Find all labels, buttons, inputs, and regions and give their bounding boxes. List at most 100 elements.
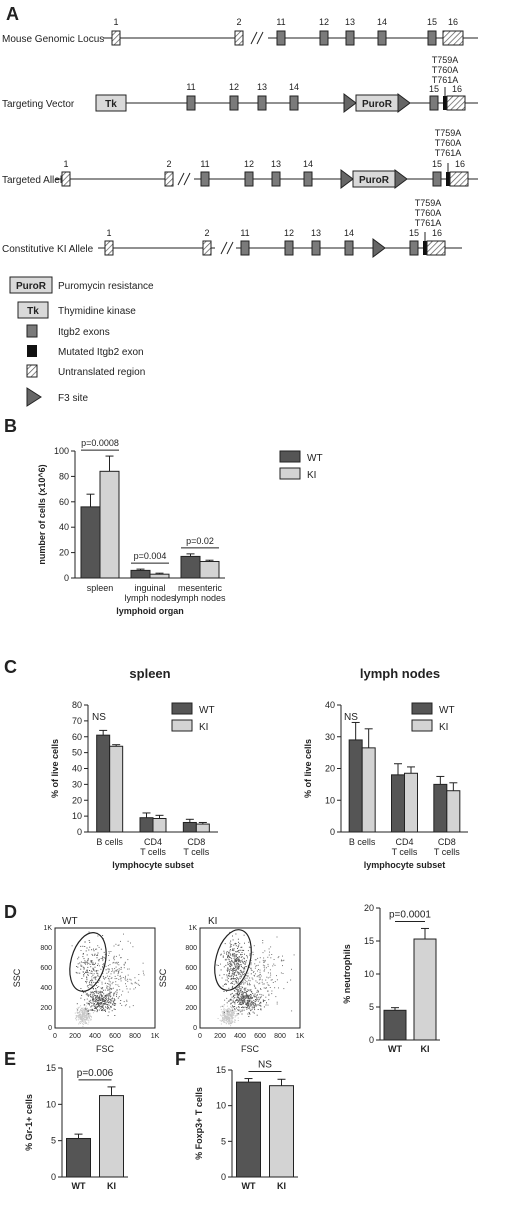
event-dot — [92, 998, 93, 1000]
event-dot — [85, 981, 87, 983]
event-dot — [267, 965, 269, 967]
event-dot — [133, 988, 135, 990]
event-dot — [102, 967, 104, 969]
event-dot — [86, 1019, 88, 1021]
event-dot — [253, 999, 255, 1001]
event-dot — [247, 1000, 249, 1002]
event-dot — [120, 967, 122, 969]
event-dot — [228, 1018, 230, 1020]
event-dot — [245, 995, 247, 997]
event-dot — [229, 965, 231, 967]
event-dot — [243, 983, 245, 985]
flow-x-tick-label: 600 — [254, 1033, 266, 1040]
event-dot — [220, 969, 222, 971]
event-dot — [103, 957, 105, 958]
event-dot — [84, 1013, 85, 1015]
event-dot — [92, 963, 94, 965]
event-dot — [92, 1002, 94, 1004]
event-dot — [105, 965, 107, 967]
event-dot — [91, 976, 93, 978]
event-dot — [101, 1000, 103, 1002]
event-dot — [220, 1009, 222, 1011]
event-dot — [232, 982, 233, 984]
event-dot — [263, 957, 265, 959]
event-dot — [232, 1011, 233, 1013]
event-dot — [95, 988, 97, 989]
event-dot — [91, 982, 92, 984]
event-dot — [81, 1023, 83, 1025]
event-dot — [107, 998, 109, 1000]
event-dot — [120, 940, 121, 942]
event-dot — [223, 966, 225, 968]
event-dot — [84, 946, 86, 947]
event-dot — [227, 1013, 229, 1015]
event-dot — [256, 997, 258, 999]
event-dot — [265, 979, 267, 981]
event-dot — [86, 970, 88, 972]
bar — [149, 573, 170, 579]
event-dot — [79, 1010, 81, 1012]
event-dot — [77, 1006, 79, 1008]
event-dot — [250, 996, 252, 998]
event-dot — [264, 965, 266, 967]
event-dot — [232, 971, 234, 973]
event-dot — [227, 1018, 229, 1019]
exon-number: 16 — [448, 17, 458, 27]
event-dot — [121, 971, 123, 973]
event-dot — [228, 1012, 230, 1014]
event-dot — [80, 988, 82, 989]
event-dot — [241, 993, 243, 995]
event-dot — [129, 988, 131, 990]
event-dot — [107, 968, 109, 970]
event-dot — [102, 1007, 104, 1008]
event-dot — [236, 951, 238, 953]
mutated-exon — [446, 172, 450, 186]
event-dot — [251, 1004, 253, 1006]
bar — [383, 1009, 407, 1041]
event-dot — [238, 1007, 240, 1009]
event-dot — [87, 995, 89, 997]
event-dot — [75, 1015, 77, 1017]
event-dot — [102, 1001, 104, 1002]
event-dot — [107, 1000, 108, 1002]
flow-x-tick-label: 400 — [89, 1033, 101, 1040]
event-dot — [118, 996, 120, 998]
y-tick-label: 0 — [369, 1035, 374, 1045]
event-dot — [232, 1018, 233, 1019]
event-dot — [80, 945, 82, 947]
event-dot — [237, 1001, 238, 1003]
exon — [429, 95, 439, 111]
event-dot — [227, 1015, 229, 1017]
event-dot — [116, 993, 118, 995]
event-dot — [94, 991, 96, 992]
x-tick-label: CD8 — [187, 837, 205, 847]
event-dot — [81, 978, 83, 979]
event-dot — [254, 963, 256, 965]
y-tick-label: 0 — [77, 827, 82, 837]
bar — [109, 745, 124, 833]
y-tick-label: 15 — [364, 936, 374, 946]
event-dot — [106, 993, 108, 995]
event-dot — [242, 974, 244, 975]
event-dot — [116, 978, 118, 979]
event-dot — [240, 946, 242, 948]
event-dot — [112, 981, 114, 983]
event-dot — [238, 996, 240, 998]
event-dot — [250, 946, 251, 948]
event-dot — [80, 950, 82, 951]
mutated-exon — [443, 96, 447, 110]
event-dot — [137, 983, 139, 985]
event-dot — [217, 1018, 219, 1019]
row-label: Mouse Genomic Locus — [2, 34, 104, 45]
event-dot — [246, 955, 248, 957]
event-dot — [242, 1007, 244, 1009]
panel-label-e: E — [4, 1049, 16, 1069]
event-dot — [85, 1005, 87, 1007]
event-dot — [230, 978, 232, 980]
event-dot — [236, 976, 238, 978]
event-dot — [225, 1019, 227, 1020]
event-dot — [238, 1013, 240, 1015]
event-dot — [250, 1001, 252, 1003]
event-dot — [86, 954, 88, 956]
event-dot — [109, 975, 111, 977]
